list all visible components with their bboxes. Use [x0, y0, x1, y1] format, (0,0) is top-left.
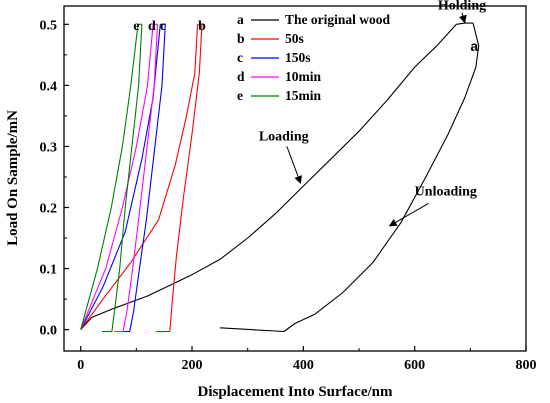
curve-label-c: c — [160, 19, 166, 34]
legend-item-c: c 150s — [237, 50, 311, 65]
curve-labels: a b cde — [133, 19, 478, 54]
y-tick-label: 0.3 — [40, 140, 58, 155]
legend-key: b — [237, 31, 245, 46]
series-d-unloading-line — [114, 24, 159, 333]
x-axis-title: Displacement Into Surface/nm — [198, 384, 393, 400]
legend-key: a — [237, 12, 244, 27]
legend-item-e: e 15min — [237, 88, 321, 103]
series-layer — [80, 22, 480, 333]
y-tick-label: 0.5 — [40, 18, 58, 33]
legend-key: d — [237, 69, 245, 84]
legend: a The original wood b 50s c 150s d 10min e 15min — [237, 12, 391, 103]
legend-item-a: a The original wood — [237, 12, 391, 27]
series-d-loading-line — [80, 24, 154, 330]
curve-label-e: e — [133, 19, 139, 34]
annotation-arrow-holding — [459, 12, 467, 24]
x-tick-label: 600 — [404, 358, 425, 373]
x-tick-label: 800 — [516, 358, 537, 373]
x-axis-ticks: 0 200 400 600 800 — [77, 346, 537, 373]
annotations: Holding Loading Unloading — [259, 0, 486, 227]
legend-label: 10min — [285, 69, 321, 84]
series-b — [80, 23, 203, 333]
legend-key: e — [237, 88, 243, 103]
annotation-arrow-unloading — [388, 202, 429, 227]
y-tick-label: 0.1 — [40, 263, 58, 278]
legend-label: The original wood — [285, 12, 391, 27]
series-e-loading-line — [80, 24, 139, 330]
y-axis-title: Load On Sample/mN — [5, 110, 21, 246]
series-a-unloading-line — [219, 22, 480, 333]
annotation-unloading: Unloading — [415, 184, 477, 199]
series-c-unloading-line — [119, 24, 166, 333]
legend-label: 150s — [285, 50, 311, 65]
annotation-arrow-loading — [286, 146, 302, 185]
legend-label: 50s — [285, 31, 304, 46]
series-a-loading-line — [80, 23, 457, 330]
series-d — [80, 23, 159, 333]
series-b-unloading-line — [155, 24, 203, 333]
legend-key: c — [237, 50, 243, 65]
y-tick-label: 0.0 — [40, 324, 58, 339]
legend-item-d: d 10min — [237, 69, 321, 84]
annotation-holding: Holding — [438, 0, 486, 14]
curve-label-a: a — [470, 38, 478, 54]
x-tick-label: 400 — [293, 358, 314, 373]
annotation-loading: Loading — [259, 129, 309, 144]
x-tick-label: 0 — [77, 358, 84, 373]
legend-item-b: b 50s — [237, 31, 304, 46]
y-axis-ticks: 0.0 0.1 0.2 0.3 0.4 0.5 — [40, 18, 69, 339]
series-b-loading-line — [80, 24, 199, 330]
legend-label: 15min — [285, 88, 321, 103]
series-e-unloading-line — [101, 24, 143, 333]
x-tick-label: 200 — [182, 358, 203, 373]
y-tick-label: 0.2 — [40, 202, 58, 217]
curve-label-d: d — [148, 19, 156, 34]
y-tick-label: 0.4 — [40, 79, 58, 94]
curve-label-b: b — [198, 19, 206, 34]
series-e — [80, 23, 143, 333]
